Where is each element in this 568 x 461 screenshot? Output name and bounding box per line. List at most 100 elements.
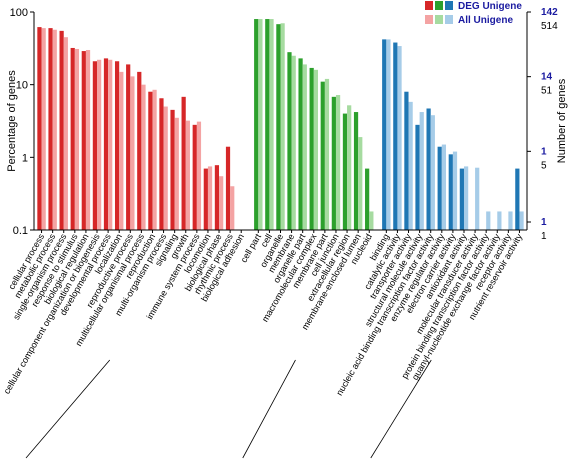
bar-all [324, 78, 330, 230]
bar-all [52, 29, 57, 230]
bar-deg [353, 112, 359, 230]
legend-item-deg [425, 1, 453, 10]
bar-all [152, 89, 157, 230]
bar-all [358, 137, 363, 230]
bar-all [430, 115, 435, 230]
legend-label-deg: DEG Unigene [458, 1, 522, 12]
bar-deg [320, 81, 325, 230]
right-tick-deg: 1 [541, 217, 547, 228]
bar-all [219, 176, 224, 230]
bar-deg [254, 19, 259, 230]
y-tick-label: 0.1 [13, 225, 28, 237]
bar-all [185, 120, 190, 230]
bar-all [280, 23, 285, 230]
bar-all [85, 49, 91, 231]
bars [37, 19, 524, 231]
bar-deg [287, 52, 292, 230]
bar-all [269, 19, 274, 230]
bar-deg [48, 28, 53, 231]
bar-all [196, 121, 202, 230]
bar-deg [70, 47, 75, 230]
bar-all [497, 211, 502, 230]
y-tick-label: 10 [16, 80, 28, 92]
bar-all [419, 112, 424, 230]
bar-all [108, 59, 113, 230]
bar-deg [148, 91, 153, 230]
y-tick-label: 1 [22, 152, 28, 164]
right-tick-all: 1 [541, 231, 547, 242]
right-axis-title: Number of genes [556, 78, 568, 163]
bar-all [475, 167, 480, 230]
right-tick-all: 51 [541, 86, 553, 97]
legend-item-all [425, 15, 453, 24]
bar-deg [415, 124, 420, 230]
bar-all [97, 59, 102, 230]
bar-deg [437, 146, 442, 230]
bar-all [207, 166, 213, 230]
bar-all [519, 211, 524, 230]
group-bracket [25, 359, 111, 459]
bar-deg [114, 61, 120, 231]
bar-all [302, 64, 307, 230]
bar-deg [37, 27, 42, 230]
legend-swatch [445, 1, 453, 10]
legend: DEG Unigene All Unigene [425, 1, 522, 26]
bar-all [174, 117, 179, 230]
bar-all [386, 39, 391, 231]
bar-deg [426, 108, 431, 230]
bar-all [163, 106, 168, 230]
bar-all [141, 84, 146, 231]
bar-all [63, 37, 68, 230]
bar-deg [192, 124, 197, 230]
bar-deg [365, 168, 370, 230]
legend-swatch [435, 15, 443, 24]
bar-deg [103, 58, 109, 231]
legend-swatch [425, 15, 433, 24]
bar-deg [170, 109, 175, 230]
bar-all [291, 55, 296, 230]
right-tick-all: 5 [541, 160, 547, 171]
bar-all [347, 105, 352, 230]
group-brackets [25, 359, 432, 459]
bar-deg [92, 61, 98, 231]
bar-deg [214, 165, 220, 230]
bar-all [74, 48, 80, 230]
bar-deg [126, 64, 131, 230]
bar-deg [404, 91, 409, 230]
bar-deg [81, 51, 86, 230]
bar-all [230, 186, 235, 230]
group-bracket [242, 359, 296, 459]
bar-deg [181, 96, 186, 231]
legend-label-all: All Unigene [458, 15, 513, 26]
bar-all [335, 95, 341, 230]
bar-all [486, 211, 491, 230]
bar-all [258, 19, 263, 230]
legend-swatch [445, 15, 453, 24]
bar-all [369, 211, 374, 230]
bar-all [313, 69, 318, 230]
bar-all [130, 76, 135, 230]
bar-all [119, 71, 124, 231]
bar-deg [309, 67, 314, 230]
legend-swatch [425, 1, 433, 10]
right-tick-deg: 142 [541, 7, 558, 18]
right-tick-deg: 1 [541, 146, 547, 157]
bar-deg [265, 19, 270, 230]
right-tick-deg: 14 [541, 72, 553, 83]
bar-deg [159, 98, 164, 230]
bar-all [41, 28, 46, 231]
y-ticks: 100 10 1 0.1 [10, 7, 34, 237]
bar-deg [459, 168, 464, 230]
bar-all [441, 144, 447, 230]
bar-all [408, 101, 413, 230]
bar-deg [276, 24, 281, 230]
bar-deg [393, 42, 398, 231]
bar-deg [137, 71, 142, 231]
bar-deg [515, 168, 520, 230]
group-bracket [370, 359, 432, 459]
legend-swatch [435, 1, 443, 10]
y-tick-label: 100 [10, 7, 28, 19]
